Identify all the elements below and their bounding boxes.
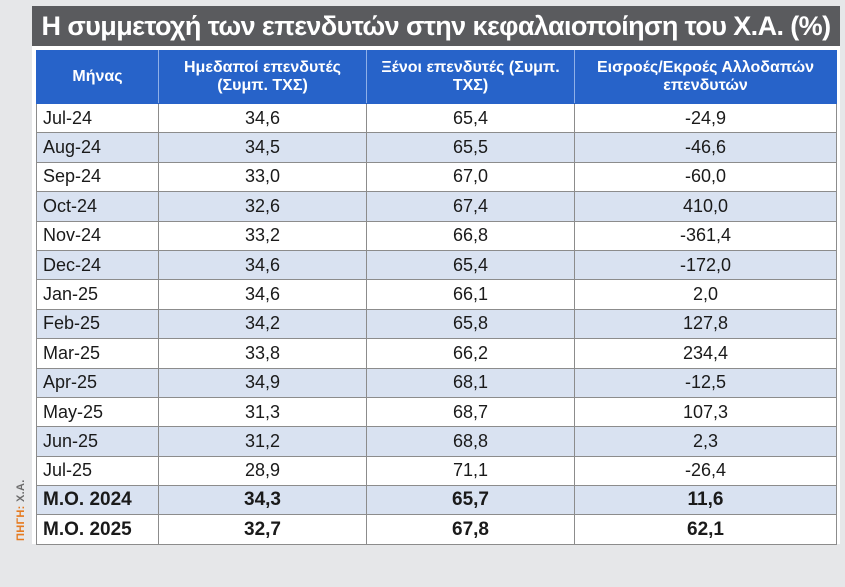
cell-flows: 410,0	[574, 191, 837, 222]
cell-domestic: 28,9	[158, 455, 367, 487]
table-row: Sep-24 33,0 67,0 -60,0	[36, 161, 837, 193]
cell-domestic: 31,2	[158, 426, 367, 457]
cell-domestic: 31,3	[158, 396, 367, 428]
cell-foreign: 65,7	[366, 485, 575, 516]
cell-flows: 2,0	[574, 279, 837, 310]
cell-domestic: 34,6	[158, 249, 367, 281]
cell-flows: -46,6	[574, 132, 837, 163]
cell-foreign: 65,8	[366, 308, 575, 340]
cell-foreign: 67,4	[366, 191, 575, 222]
investor-participation-table: Μήνας Ημεδαποί επενδυτές (Συμπ. ΤΧΣ) Ξέν…	[36, 50, 837, 545]
cell-flows: -24,9	[574, 102, 837, 134]
cell-month: Feb-25	[36, 308, 159, 340]
cell-foreign: 68,7	[366, 396, 575, 428]
average-row-2025: Μ.Ο. 2025 32,7 67,8 62,1	[36, 514, 837, 545]
cell-flows: 62,1	[574, 514, 837, 545]
header-row: Μήνας Ημεδαποί επενδυτές (Συμπ. ΤΧΣ) Ξέν…	[36, 50, 837, 104]
cell-month: Jul-24	[36, 102, 159, 134]
cell-month: Jun-25	[36, 426, 159, 457]
cell-flows: 11,6	[574, 485, 837, 516]
header-foreign: Ξένοι επενδυτές (Συμπ. ΤΧΣ)	[366, 50, 575, 104]
cell-foreign: 65,5	[366, 132, 575, 163]
table-row: Jul-24 34,6 65,4 -24,9	[36, 102, 837, 134]
cell-foreign: 68,8	[366, 426, 575, 457]
cell-flows: -60,0	[574, 161, 837, 193]
source-credit: ΠΗΓΗ: Χ.Α.	[14, 470, 28, 542]
table-row: Dec-24 34,6 65,4 -172,0	[36, 249, 837, 281]
source-label: ΠΗΓΗ:	[15, 505, 27, 541]
table-row: Oct-24 32,6 67,4 410,0	[36, 191, 837, 222]
table-row: Feb-25 34,2 65,8 127,8	[36, 308, 837, 340]
header-month: Μήνας	[36, 50, 159, 104]
cell-flows: 107,3	[574, 396, 837, 428]
cell-foreign: 66,1	[366, 279, 575, 310]
cell-month: Mar-25	[36, 338, 159, 369]
cell-month: Oct-24	[36, 191, 159, 222]
table-row: Nov-24 33,2 66,8 -361,4	[36, 220, 837, 251]
cell-flows: 127,8	[574, 308, 837, 340]
cell-month: Μ.Ο. 2025	[36, 514, 159, 545]
cell-domestic: 34,2	[158, 308, 367, 340]
source-text: ΠΗΓΗ: Χ.Α.	[15, 469, 27, 541]
cell-domestic: 32,6	[158, 191, 367, 222]
table-title: Η συμμετοχή των επενδυτών στην κεφαλαιοπ…	[32, 6, 840, 46]
cell-domestic: 34,6	[158, 279, 367, 310]
cell-month: Aug-24	[36, 132, 159, 163]
table-row: Mar-25 33,8 66,2 234,4	[36, 338, 837, 369]
cell-domestic: 34,9	[158, 367, 367, 398]
cell-domestic: 33,2	[158, 220, 367, 251]
header-flows: Εισροές/Εκροές Αλλοδαπών επενδυτών	[574, 50, 837, 104]
table-row: Jan-25 34,6 66,1 2,0	[36, 279, 837, 310]
cell-foreign: 67,0	[366, 161, 575, 193]
source-value: Χ.Α.	[15, 479, 27, 503]
table-row: Apr-25 34,9 68,1 -12,5	[36, 367, 837, 398]
cell-domestic: 33,8	[158, 338, 367, 369]
cell-month: Nov-24	[36, 220, 159, 251]
cell-flows: -12,5	[574, 367, 837, 398]
cell-foreign: 65,4	[366, 102, 575, 134]
cell-flows: -172,0	[574, 249, 837, 281]
cell-domestic: 34,6	[158, 102, 367, 134]
cell-month: Apr-25	[36, 367, 159, 398]
table-frame: Η συμμετοχή των επενδυτών στην κεφαλαιοπ…	[32, 6, 840, 545]
cell-foreign: 66,2	[366, 338, 575, 369]
cell-flows: 2,3	[574, 426, 837, 457]
table-row: Aug-24 34,5 65,5 -46,6	[36, 132, 837, 163]
table-row: Jun-25 31,2 68,8 2,3	[36, 426, 837, 457]
cell-month: Jan-25	[36, 279, 159, 310]
cell-month: Jul-25	[36, 455, 159, 487]
cell-month: Dec-24	[36, 249, 159, 281]
table-row: Jul-25 28,9 71,1 -26,4	[36, 455, 837, 487]
cell-flows: -26,4	[574, 455, 837, 487]
cell-month: Μ.Ο. 2024	[36, 485, 159, 516]
average-row-2024: Μ.Ο. 2024 34,3 65,7 11,6	[36, 485, 837, 516]
cell-month: Sep-24	[36, 161, 159, 193]
cell-flows: 234,4	[574, 338, 837, 369]
cell-foreign: 66,8	[366, 220, 575, 251]
cell-month: May-25	[36, 396, 159, 428]
cell-foreign: 68,1	[366, 367, 575, 398]
header-domestic: Ημεδαποί επενδυτές (Συμπ. ΤΧΣ)	[158, 50, 367, 104]
cell-domestic: 34,5	[158, 132, 367, 163]
cell-foreign: 67,8	[366, 514, 575, 545]
cell-domestic: 33,0	[158, 161, 367, 193]
table-row: May-25 31,3 68,7 107,3	[36, 396, 837, 428]
cell-flows: -361,4	[574, 220, 837, 251]
cell-foreign: 65,4	[366, 249, 575, 281]
cell-foreign: 71,1	[366, 455, 575, 487]
cell-domestic: 32,7	[158, 514, 367, 545]
cell-domestic: 34,3	[158, 485, 367, 516]
